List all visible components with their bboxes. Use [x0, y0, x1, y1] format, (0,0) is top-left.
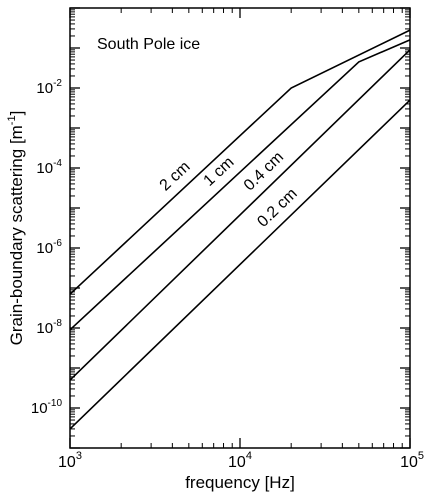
series-label: 0.2 cm — [254, 185, 300, 231]
y-tick-label-base: 10 — [36, 240, 53, 257]
y-tick-label-exp: -2 — [53, 78, 62, 89]
chart-title: South Pole ice — [97, 36, 200, 53]
y-axis-label-main: Grain-boundary scattering [m — [7, 125, 26, 345]
plot-frame — [69, 7, 411, 449]
y-tick-label-base: 10 — [31, 400, 48, 417]
y-tick-label-exp: -6 — [53, 238, 62, 249]
y-tick-label: 10-10 — [31, 398, 63, 417]
series-label: 1 cm — [201, 154, 238, 190]
y-tick-label: 10-4 — [36, 158, 62, 177]
y-tick-label-exp: -8 — [53, 318, 62, 329]
x-tick-label: 104 — [228, 450, 252, 471]
x-tick-label-exp: 4 — [246, 450, 252, 462]
y-tick-label-exp: -4 — [53, 158, 62, 169]
x-tick-label: 105 — [400, 450, 424, 471]
y-axis-label: Grain-boundary scattering [m-1] — [6, 111, 26, 346]
x-tick-label-base: 10 — [58, 454, 76, 471]
y-tick-label-exp: -10 — [48, 398, 63, 409]
x-tick-label-base: 10 — [228, 454, 246, 471]
series-label: 2 cm — [157, 158, 194, 194]
series-line — [69, 29, 411, 295]
series-line — [69, 99, 411, 430]
series-label: 0.4 cm — [241, 149, 287, 195]
series-line — [69, 39, 411, 331]
x-tick-label: 103 — [58, 450, 82, 471]
series-labels: 2 cm 1 cm 0.4 cm0.2 cm — [157, 149, 301, 231]
series-line — [69, 49, 411, 381]
x-tick-label-base: 10 — [400, 454, 418, 471]
major-ticks — [69, 7, 411, 449]
x-tick-label-exp: 5 — [418, 450, 424, 462]
y-tick-label: 10-8 — [36, 318, 62, 337]
y-tick-label-base: 10 — [36, 160, 53, 177]
y-tick-label: 10-2 — [36, 78, 62, 97]
minor-ticks — [70, 8, 410, 448]
y-axis-label-sup: -1 — [6, 115, 18, 125]
y-tick-label: 10-6 — [36, 238, 62, 257]
series-lines — [69, 29, 411, 430]
x-tick-label-exp: 3 — [76, 450, 82, 462]
y-tick-label-base: 10 — [36, 80, 53, 97]
y-tick-label-base: 10 — [36, 320, 53, 337]
x-axis-label: frequency [Hz] — [185, 473, 295, 492]
y-axis-label-end: ] — [7, 111, 26, 116]
